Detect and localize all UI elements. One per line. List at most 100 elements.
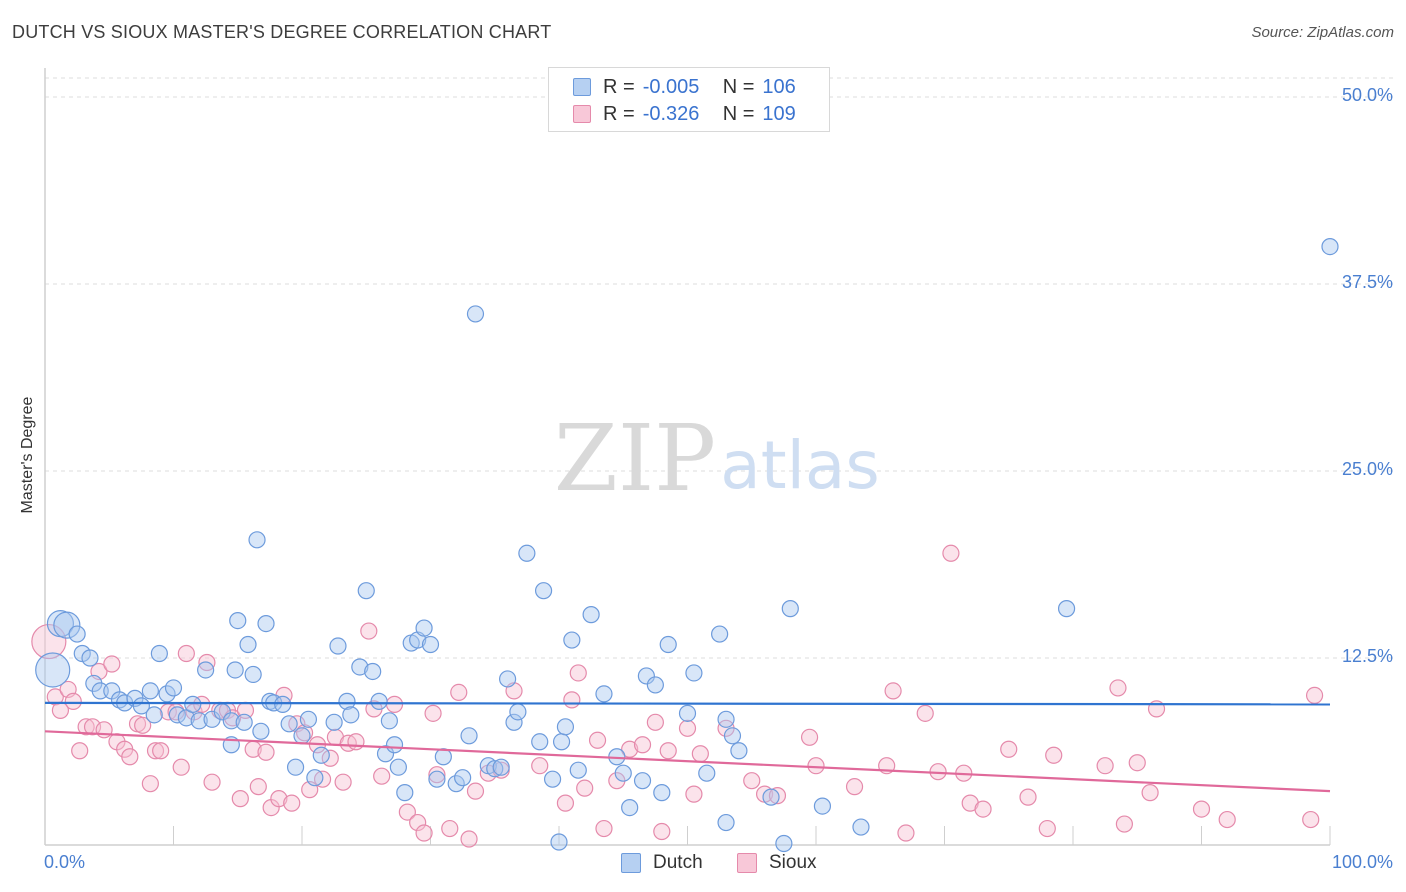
grid-lines [45, 77, 1393, 659]
watermark: ZIP atlas [554, 405, 880, 512]
sioux-point [691, 745, 709, 763]
sioux-point [633, 736, 652, 754]
sioux-point [283, 794, 301, 812]
dutch-point [351, 658, 369, 676]
dutch-point [434, 748, 452, 766]
dutch-point [447, 775, 465, 793]
dutch-point [552, 733, 571, 751]
sioux-point [1305, 686, 1324, 705]
dutch-point [428, 770, 446, 788]
dutch-point [229, 611, 247, 630]
dutch-point [813, 797, 832, 815]
dutch-point [556, 718, 575, 736]
dutch-point [81, 649, 99, 667]
dutch-point [312, 746, 330, 764]
sioux-point [1115, 815, 1134, 833]
sioux-point [743, 772, 761, 790]
dutch-point [543, 770, 562, 788]
sioux-swatch [737, 853, 757, 873]
dutch-point [730, 742, 748, 760]
axes [44, 68, 1331, 846]
trend-lines [44, 701, 1331, 793]
sioux-point [193, 695, 211, 713]
sioux-point [1192, 800, 1211, 818]
dutch-point [486, 760, 504, 778]
dutch-point [509, 703, 527, 721]
legend: R = -0.005 N = 106 R = -0.326 N = 109 [548, 67, 830, 132]
dutch-point [762, 788, 780, 806]
dutch-point [280, 715, 298, 733]
sioux-point [678, 719, 697, 737]
dutch-point [252, 722, 270, 740]
dutch-point [35, 652, 71, 688]
dutch-point [325, 713, 343, 731]
dutch-point [342, 706, 360, 724]
bottom-legend-sioux-label: Sioux [769, 852, 817, 873]
legend-n-value-dutch: 106 [762, 75, 796, 98]
sioux-point [146, 742, 165, 760]
sioux-point [152, 742, 170, 760]
dutch-point [646, 676, 664, 694]
dutch-point [421, 635, 440, 654]
sioux-point [569, 664, 587, 682]
sioux-point [659, 742, 677, 760]
source-label: Source: ZipAtlas.com [1251, 24, 1394, 41]
dutch-point [380, 712, 398, 730]
legend-r-value-sioux: -0.326 [642, 102, 700, 125]
legend-n-value-sioux: 109 [762, 102, 796, 125]
y-tick-label: 37.5% [1341, 272, 1393, 292]
dutch-point [499, 670, 517, 688]
sioux-point [916, 704, 934, 722]
sioux-point [347, 733, 365, 751]
bottom-legend-sioux: Sioux [737, 852, 817, 874]
sioux-point [807, 757, 825, 775]
dutch-point [190, 712, 208, 730]
dutch-trend-line [44, 701, 1331, 706]
sioux-point [1019, 788, 1037, 806]
sioux-point [974, 800, 992, 818]
dutch-point [329, 637, 347, 655]
dutch-point [235, 713, 253, 731]
dutch-point [723, 727, 742, 745]
dutch-point [197, 661, 215, 679]
sioux-point [71, 742, 89, 760]
dutch-point [678, 704, 697, 722]
sioux-point [424, 704, 442, 722]
dutch-point [299, 710, 318, 728]
dutch-point [531, 733, 549, 751]
dutch-point [454, 769, 472, 787]
sioux-point [621, 740, 639, 758]
dutch-point [595, 685, 613, 703]
dutch-swatch [621, 853, 641, 873]
x-tick-max: 100.0% [1331, 852, 1393, 872]
sioux-point [450, 683, 468, 702]
sioux-point [177, 644, 195, 663]
sioux-swatch [573, 105, 591, 123]
sioux-point [270, 790, 288, 808]
sioux-point [768, 787, 787, 805]
legend-row-sioux: R = -0.326 N = 109 [573, 102, 796, 126]
sioux-point [576, 779, 594, 797]
dutch-point [659, 635, 677, 654]
sioux-point [897, 824, 915, 842]
dutch-point [357, 582, 375, 600]
sioux-point [845, 778, 864, 796]
legend-n-label: N = [722, 102, 755, 125]
sioux-point [1128, 754, 1146, 772]
sioux-point [121, 748, 139, 766]
dutch-swatch [573, 78, 591, 96]
sioux-point [31, 623, 67, 660]
dutch-point [653, 784, 671, 802]
sioux-point [409, 813, 427, 832]
dutch-point [396, 784, 414, 802]
dutch-point [621, 798, 639, 817]
dutch-point [534, 582, 553, 600]
dutch-point [711, 625, 729, 643]
sioux-point [563, 691, 581, 709]
dutch-point [492, 758, 510, 776]
dutch-point [274, 695, 292, 713]
sioux-point [460, 830, 478, 848]
sioux-point [360, 622, 378, 640]
dutch-point [338, 692, 356, 710]
